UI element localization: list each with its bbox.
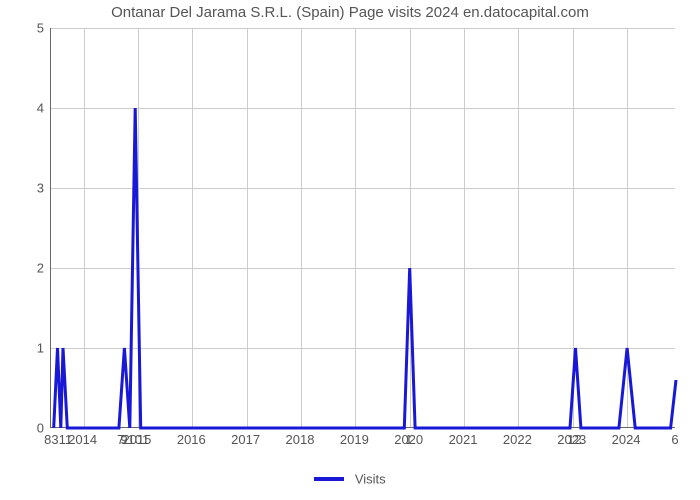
ytick-4: 4 — [4, 101, 44, 116]
ytick-0: 0 — [4, 421, 44, 436]
legend-label: Visits — [355, 471, 386, 486]
xtick-2024: 2024 — [612, 432, 641, 447]
xtick-2017: 2017 — [231, 432, 260, 447]
xtick-2019: 2019 — [340, 432, 369, 447]
xtick-2016: 2016 — [177, 432, 206, 447]
legend-swatch — [314, 477, 344, 481]
xtick-2021: 2021 — [449, 432, 478, 447]
ytick-1: 1 — [4, 341, 44, 356]
value-label: 12 — [567, 432, 581, 447]
xtick-2014: 2014 — [68, 432, 97, 447]
xtick-2018: 2018 — [286, 432, 315, 447]
legend: Visits — [0, 470, 700, 488]
line-series — [51, 28, 676, 428]
chart-container: Ontanar Del Jarama S.R.L. (Spain) Page v… — [0, 0, 700, 500]
ytick-5: 5 — [4, 21, 44, 36]
plot-area — [50, 28, 675, 428]
xtick-2022: 2022 — [503, 432, 532, 447]
value-label: 9101 — [120, 432, 149, 447]
value-label: 1 — [405, 432, 412, 447]
value-label: 8311 — [44, 432, 72, 447]
value-label: 6 — [671, 432, 678, 447]
ytick-3: 3 — [4, 181, 44, 196]
chart-title: Ontanar Del Jarama S.R.L. (Spain) Page v… — [0, 4, 700, 21]
ytick-2: 2 — [4, 261, 44, 276]
